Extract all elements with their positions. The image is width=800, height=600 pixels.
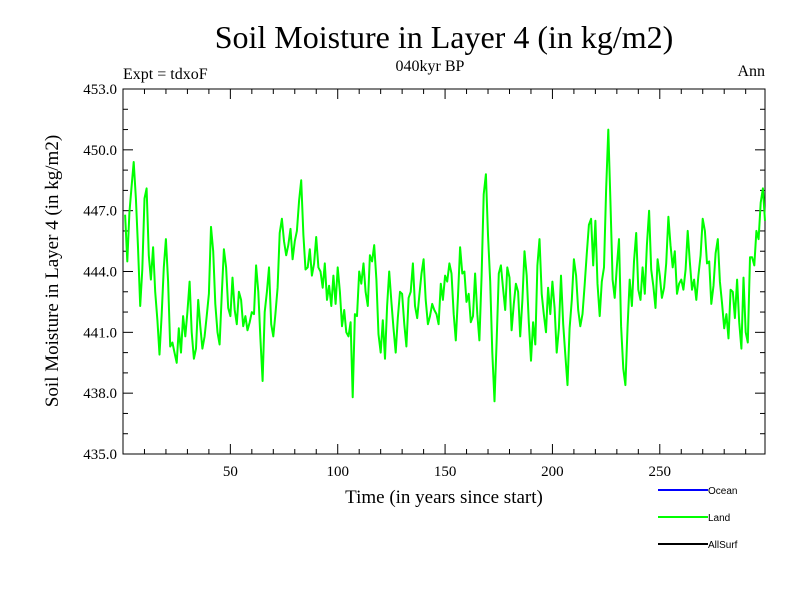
chart-title: Soil Moisture in Layer 4 (in kg/m2) xyxy=(215,19,674,55)
x-tick-label: 150 xyxy=(434,464,457,480)
x-tick-label: 50 xyxy=(223,464,238,480)
y-axis-label: Soil Moisture in Layer 4 (in kg/m2) xyxy=(42,135,63,407)
plot-frame xyxy=(122,88,766,455)
x-tick-label: 200 xyxy=(541,464,564,480)
x-tick-label: 250 xyxy=(649,464,672,480)
y-tick-label: 444.0 xyxy=(83,265,117,281)
series-line-land xyxy=(124,128,766,403)
chart-subtitle: 040kyr BP xyxy=(396,58,465,75)
tick-labels: 50 100 150 200 250 435.0 438.0 441.0 444.0 447.0 4… xyxy=(83,82,671,480)
legend-label-ocean: Ocean xyxy=(708,486,737,497)
legend-label-land: Land xyxy=(708,513,730,524)
series-group xyxy=(124,128,766,403)
y-tick-label: 450.0 xyxy=(83,143,117,159)
axis-ticks xyxy=(123,88,765,455)
y-tick-label: 441.0 xyxy=(83,325,117,341)
x-tick-label: 100 xyxy=(326,464,349,480)
y-tick-label: 447.0 xyxy=(83,204,117,220)
x-axis-label: Time (in years since start) xyxy=(345,487,543,508)
legend-label-allsurf: AllSurf xyxy=(708,540,738,551)
legend: Ocean Land AllSurf xyxy=(658,486,738,551)
season-label: Ann xyxy=(737,63,765,80)
experiment-label: Expt = tdxoF xyxy=(123,66,208,83)
y-tick-label: 438.0 xyxy=(83,386,117,402)
y-tick-label: 453.0 xyxy=(83,82,117,98)
y-tick-label: 435.0 xyxy=(83,447,117,463)
